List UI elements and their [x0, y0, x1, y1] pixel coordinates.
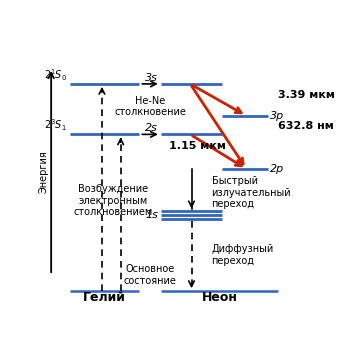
- Text: 1.15 мкм: 1.15 мкм: [169, 141, 226, 151]
- Text: Неон: Неон: [202, 292, 237, 304]
- Text: $2^1S_0$: $2^1S_0$: [44, 67, 67, 82]
- Text: Энергия: Энергия: [39, 150, 48, 193]
- Text: $2^3S_1$: $2^3S_1$: [45, 117, 67, 133]
- Text: He-Ne
столкновение: He-Ne столкновение: [114, 96, 186, 117]
- Text: 632.8 нм: 632.8 нм: [278, 121, 334, 131]
- Text: Гелий: Гелий: [83, 292, 126, 304]
- Text: Быстрый
излучательный
переход: Быстрый излучательный переход: [211, 176, 291, 209]
- Text: Основное
состояние: Основное состояние: [124, 264, 177, 286]
- Text: 3.39 мкм: 3.39 мкм: [278, 90, 335, 99]
- Text: 1s: 1s: [145, 210, 158, 220]
- Text: 3s: 3s: [145, 72, 158, 82]
- Text: 3p: 3p: [270, 111, 285, 121]
- Text: Возбуждение
электронным
столкновением: Возбуждение электронным столкновением: [73, 184, 152, 217]
- Text: 2p: 2p: [270, 164, 285, 174]
- Text: 2s: 2s: [145, 123, 158, 133]
- Text: Диффузный
переход: Диффузный переход: [211, 245, 274, 266]
